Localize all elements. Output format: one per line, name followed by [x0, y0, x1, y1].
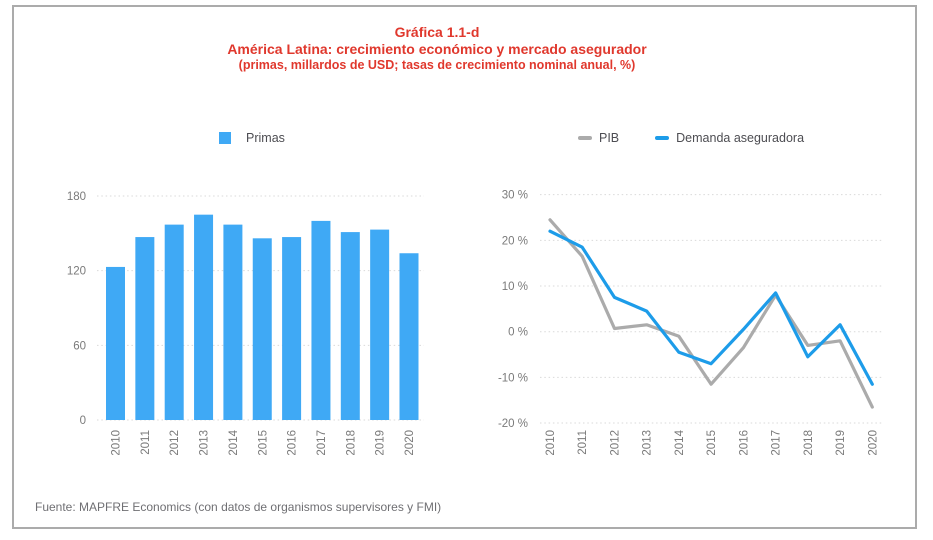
chart-main-title: América Latina: crecimiento económico y …: [227, 41, 647, 57]
x-tick-label: 2012: [169, 430, 181, 456]
x-tick-label: 2014: [228, 429, 240, 455]
legend-pib-label: PIB: [599, 131, 620, 145]
source-note: Fuente: MAPFRE Economics (con datos de o…: [35, 500, 442, 514]
y-tick-label: 120: [67, 266, 86, 278]
y-tick-label: -20 %: [498, 418, 528, 430]
legend-primas-label: Primas: [246, 131, 285, 145]
bar-2011: [135, 237, 155, 420]
legend-lines: PIB Demanda aseguradora: [578, 131, 804, 145]
primas-swatch-icon: [219, 132, 231, 144]
bar-2014: [223, 224, 243, 420]
x-tick-label: 2015: [706, 430, 718, 456]
chart-number-title: Gráfica 1.1-d: [394, 24, 480, 40]
x-tick-label: 2020: [867, 430, 879, 456]
x-tick-label: 2020: [404, 430, 416, 456]
y-tick-label: 0 %: [508, 327, 528, 339]
x-tick-label: 2014: [674, 429, 686, 455]
x-tick-label: 2017: [771, 430, 783, 456]
demanda-line-icon: [655, 136, 670, 140]
chart-subtitle: (primas, millardos de USD; tasas de crec…: [238, 58, 636, 72]
bar-2018: [340, 232, 360, 420]
x-tick-label: 2019: [835, 430, 847, 456]
y-tick-label: 60: [73, 340, 86, 352]
x-tick-label: 2013: [642, 430, 654, 456]
chart-title-block: Gráfica 1.1-d América Latina: crecimient…: [0, 24, 874, 73]
legend-demanda-label: Demanda aseguradora: [676, 131, 805, 145]
x-tick-label: 2018: [803, 430, 815, 456]
bar-2015: [252, 238, 272, 420]
x-tick-label: 2016: [738, 430, 750, 456]
x-tick-label: 2013: [199, 430, 211, 456]
bar-2012: [164, 224, 184, 420]
legend-item-demanda: Demanda aseguradora: [655, 131, 804, 145]
x-tick-label: 2015: [257, 430, 269, 456]
y-tick-label: 10 %: [502, 281, 528, 293]
y-tick-label: 180: [67, 191, 86, 203]
bar-2019: [370, 229, 390, 420]
y-tick-label: 0: [80, 415, 86, 427]
legend-primas: Primas: [219, 131, 285, 145]
legend-item-pib: PIB: [578, 131, 619, 145]
bar-2013: [194, 214, 214, 420]
chart-frame-border: [12, 5, 917, 529]
x-tick-label: 2012: [609, 430, 621, 456]
bar-2010: [106, 266, 125, 420]
bar-2020: [399, 253, 419, 420]
x-tick-label: 2018: [345, 430, 357, 456]
bar-2017: [311, 220, 331, 420]
x-tick-label: 2016: [287, 430, 299, 456]
x-tick-label: 2010: [111, 430, 123, 456]
x-tick-label: 2010: [545, 430, 557, 456]
pib-line: [548, 218, 874, 409]
y-tick-label: 30 %: [502, 190, 528, 202]
y-tick-label: -10 %: [498, 372, 528, 384]
x-tick-label: 2011: [140, 430, 152, 455]
y-tick-label: 20 %: [502, 235, 528, 247]
x-tick-label: 2019: [375, 430, 387, 456]
bar-2016: [282, 237, 302, 420]
x-tick-label: 2017: [316, 430, 328, 456]
pib-line-icon: [578, 136, 592, 140]
x-tick-label: 2011: [577, 430, 589, 455]
demanda-aseguradora-line: [548, 229, 874, 386]
